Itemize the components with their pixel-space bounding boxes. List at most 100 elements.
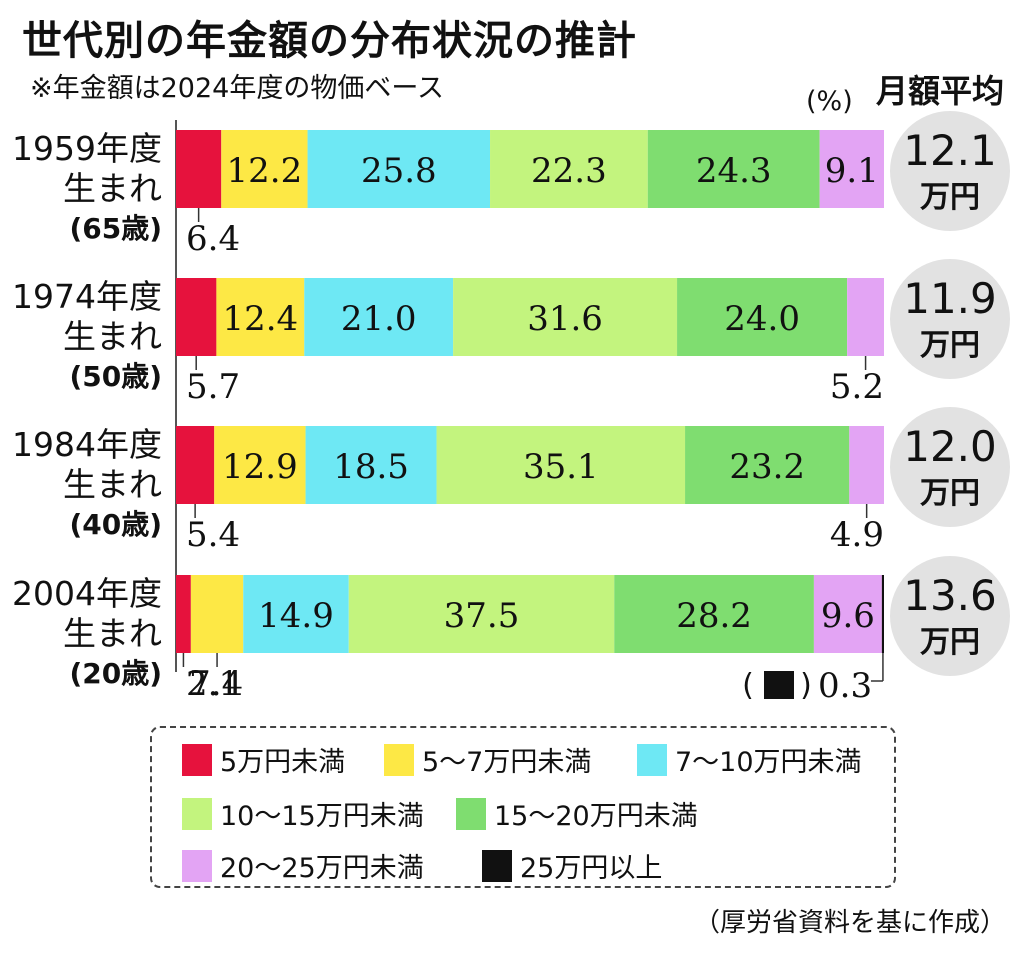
average-circle — [890, 407, 1010, 527]
segment-label: 0.3 — [818, 666, 872, 706]
average-unit: 万円 — [920, 625, 980, 660]
legend-item: 7〜10万円未満 — [637, 740, 862, 779]
average-value: 12.0 — [903, 422, 997, 471]
bar-segment — [685, 426, 850, 504]
chart-title: 世代別の年金額の分布状況の推計 — [22, 18, 637, 64]
bar-segment — [614, 575, 814, 653]
legend-label: 5万円未満 — [220, 747, 346, 778]
segment-label: 9.1 — [825, 151, 879, 191]
note-close-paren: ) — [800, 668, 812, 703]
segment-label: 18.5 — [333, 447, 409, 487]
legend — [150, 726, 896, 888]
segment-label: 14.9 — [258, 596, 334, 636]
segment-label: 12.4 — [222, 299, 298, 339]
segment-label: 9.6 — [821, 596, 875, 636]
category-age-label: (50歳) — [69, 360, 162, 393]
category-born-label: 生まれ — [63, 465, 162, 504]
category-born-label: 生まれ — [63, 317, 162, 356]
average-circle — [890, 111, 1010, 231]
segment-label: 6.4 — [186, 219, 240, 259]
segment-label: 5.7 — [186, 367, 240, 407]
legend-swatch — [482, 849, 512, 882]
legend-swatch — [182, 849, 212, 882]
segment-label: 28.2 — [676, 596, 752, 636]
bar-segment — [847, 278, 884, 356]
legend-swatch — [456, 797, 486, 830]
bar-segment — [307, 130, 491, 208]
category-born-label: 生まれ — [63, 614, 162, 653]
average-unit: 万円 — [920, 180, 980, 215]
segment-label: 35.1 — [523, 447, 599, 487]
legend-label: 25万円以上 — [520, 853, 663, 884]
segment-label: 2.1 — [186, 664, 240, 704]
legend-label: 7〜10万円未満 — [675, 747, 862, 778]
category-year-label: 1974年度 — [12, 277, 162, 316]
legend-item: 25万円以上 — [482, 846, 662, 885]
bar-segment — [436, 426, 686, 504]
category-age-label: (65歳) — [69, 212, 162, 245]
legend-item: 20〜25万円未満 — [182, 846, 424, 885]
bar-segment — [453, 278, 678, 356]
bar-segment — [304, 278, 454, 356]
bar-segment — [216, 278, 305, 356]
segment-label: 37.5 — [444, 596, 520, 636]
segment-label: 22.3 — [531, 151, 607, 191]
legend-swatch — [182, 797, 212, 830]
segment-label: 21.0 — [341, 299, 417, 339]
segment-label: 24.3 — [696, 151, 772, 191]
unit-label: (%) — [806, 86, 853, 117]
category-age-label: (20歳) — [69, 657, 162, 690]
note-open-paren: ( — [742, 668, 754, 703]
average-circle — [890, 556, 1010, 676]
category-year-label: 2004年度 — [12, 574, 162, 613]
bar-segment — [490, 130, 648, 208]
segment-label: 7.4 — [189, 664, 243, 704]
chart-subtitle: ※年金額は2024年度の物価ベース — [30, 73, 444, 104]
segment-label: 25.8 — [361, 151, 437, 191]
average-unit: 万円 — [920, 476, 980, 511]
average-value: 12.1 — [903, 126, 997, 175]
bar-segment — [176, 575, 191, 653]
average-header: 月額平均 — [876, 72, 1005, 110]
legend-label: 10〜15万円未満 — [220, 801, 424, 832]
average-circle — [890, 259, 1010, 379]
segment-label: 23.2 — [729, 447, 805, 487]
bar-segment — [305, 426, 437, 504]
legend-item: 15〜20万円未満 — [456, 794, 698, 833]
legend-item: 5〜7万円未満 — [384, 740, 591, 779]
segment-label: 12.2 — [227, 151, 303, 191]
segment-label: 24.0 — [724, 299, 800, 339]
category-year-label: 1959年度 — [12, 129, 162, 168]
segment-label: 31.6 — [527, 299, 603, 339]
source-note: （厚労省資料を基に作成） — [693, 908, 1006, 938]
bar-segment — [214, 426, 306, 504]
legend-item: 5万円未満 — [182, 740, 345, 779]
legend-label: 20〜25万円未満 — [220, 853, 424, 884]
segment-label: 12.9 — [222, 447, 298, 487]
bar-segment — [849, 426, 884, 504]
category-born-label: 生まれ — [63, 169, 162, 208]
bar-segment — [176, 130, 222, 208]
category-year-label: 1984年度 — [12, 425, 162, 464]
bar-segment — [348, 575, 615, 653]
bar-segment — [819, 130, 884, 208]
bar-segment — [813, 575, 882, 653]
legend-swatch — [182, 743, 212, 776]
legend-item: 10〜15万円未満 — [182, 794, 424, 833]
average-value: 11.9 — [903, 274, 997, 323]
legend-swatch — [384, 743, 414, 776]
segment-label: 4.9 — [830, 515, 884, 555]
bar-segment — [243, 575, 349, 653]
bar-segment — [881, 575, 884, 653]
bar-segment — [176, 426, 215, 504]
bar-segment — [176, 278, 217, 356]
legend-swatch — [637, 743, 667, 776]
bar-segment — [190, 575, 244, 653]
average-value: 13.6 — [903, 571, 997, 620]
category-age-label: (40歳) — [69, 508, 162, 541]
bar-segment — [677, 278, 848, 356]
legend-label: 5〜7万円未満 — [422, 747, 592, 778]
bar-segment — [647, 130, 820, 208]
legend-label: 15〜20万円未満 — [494, 801, 698, 832]
